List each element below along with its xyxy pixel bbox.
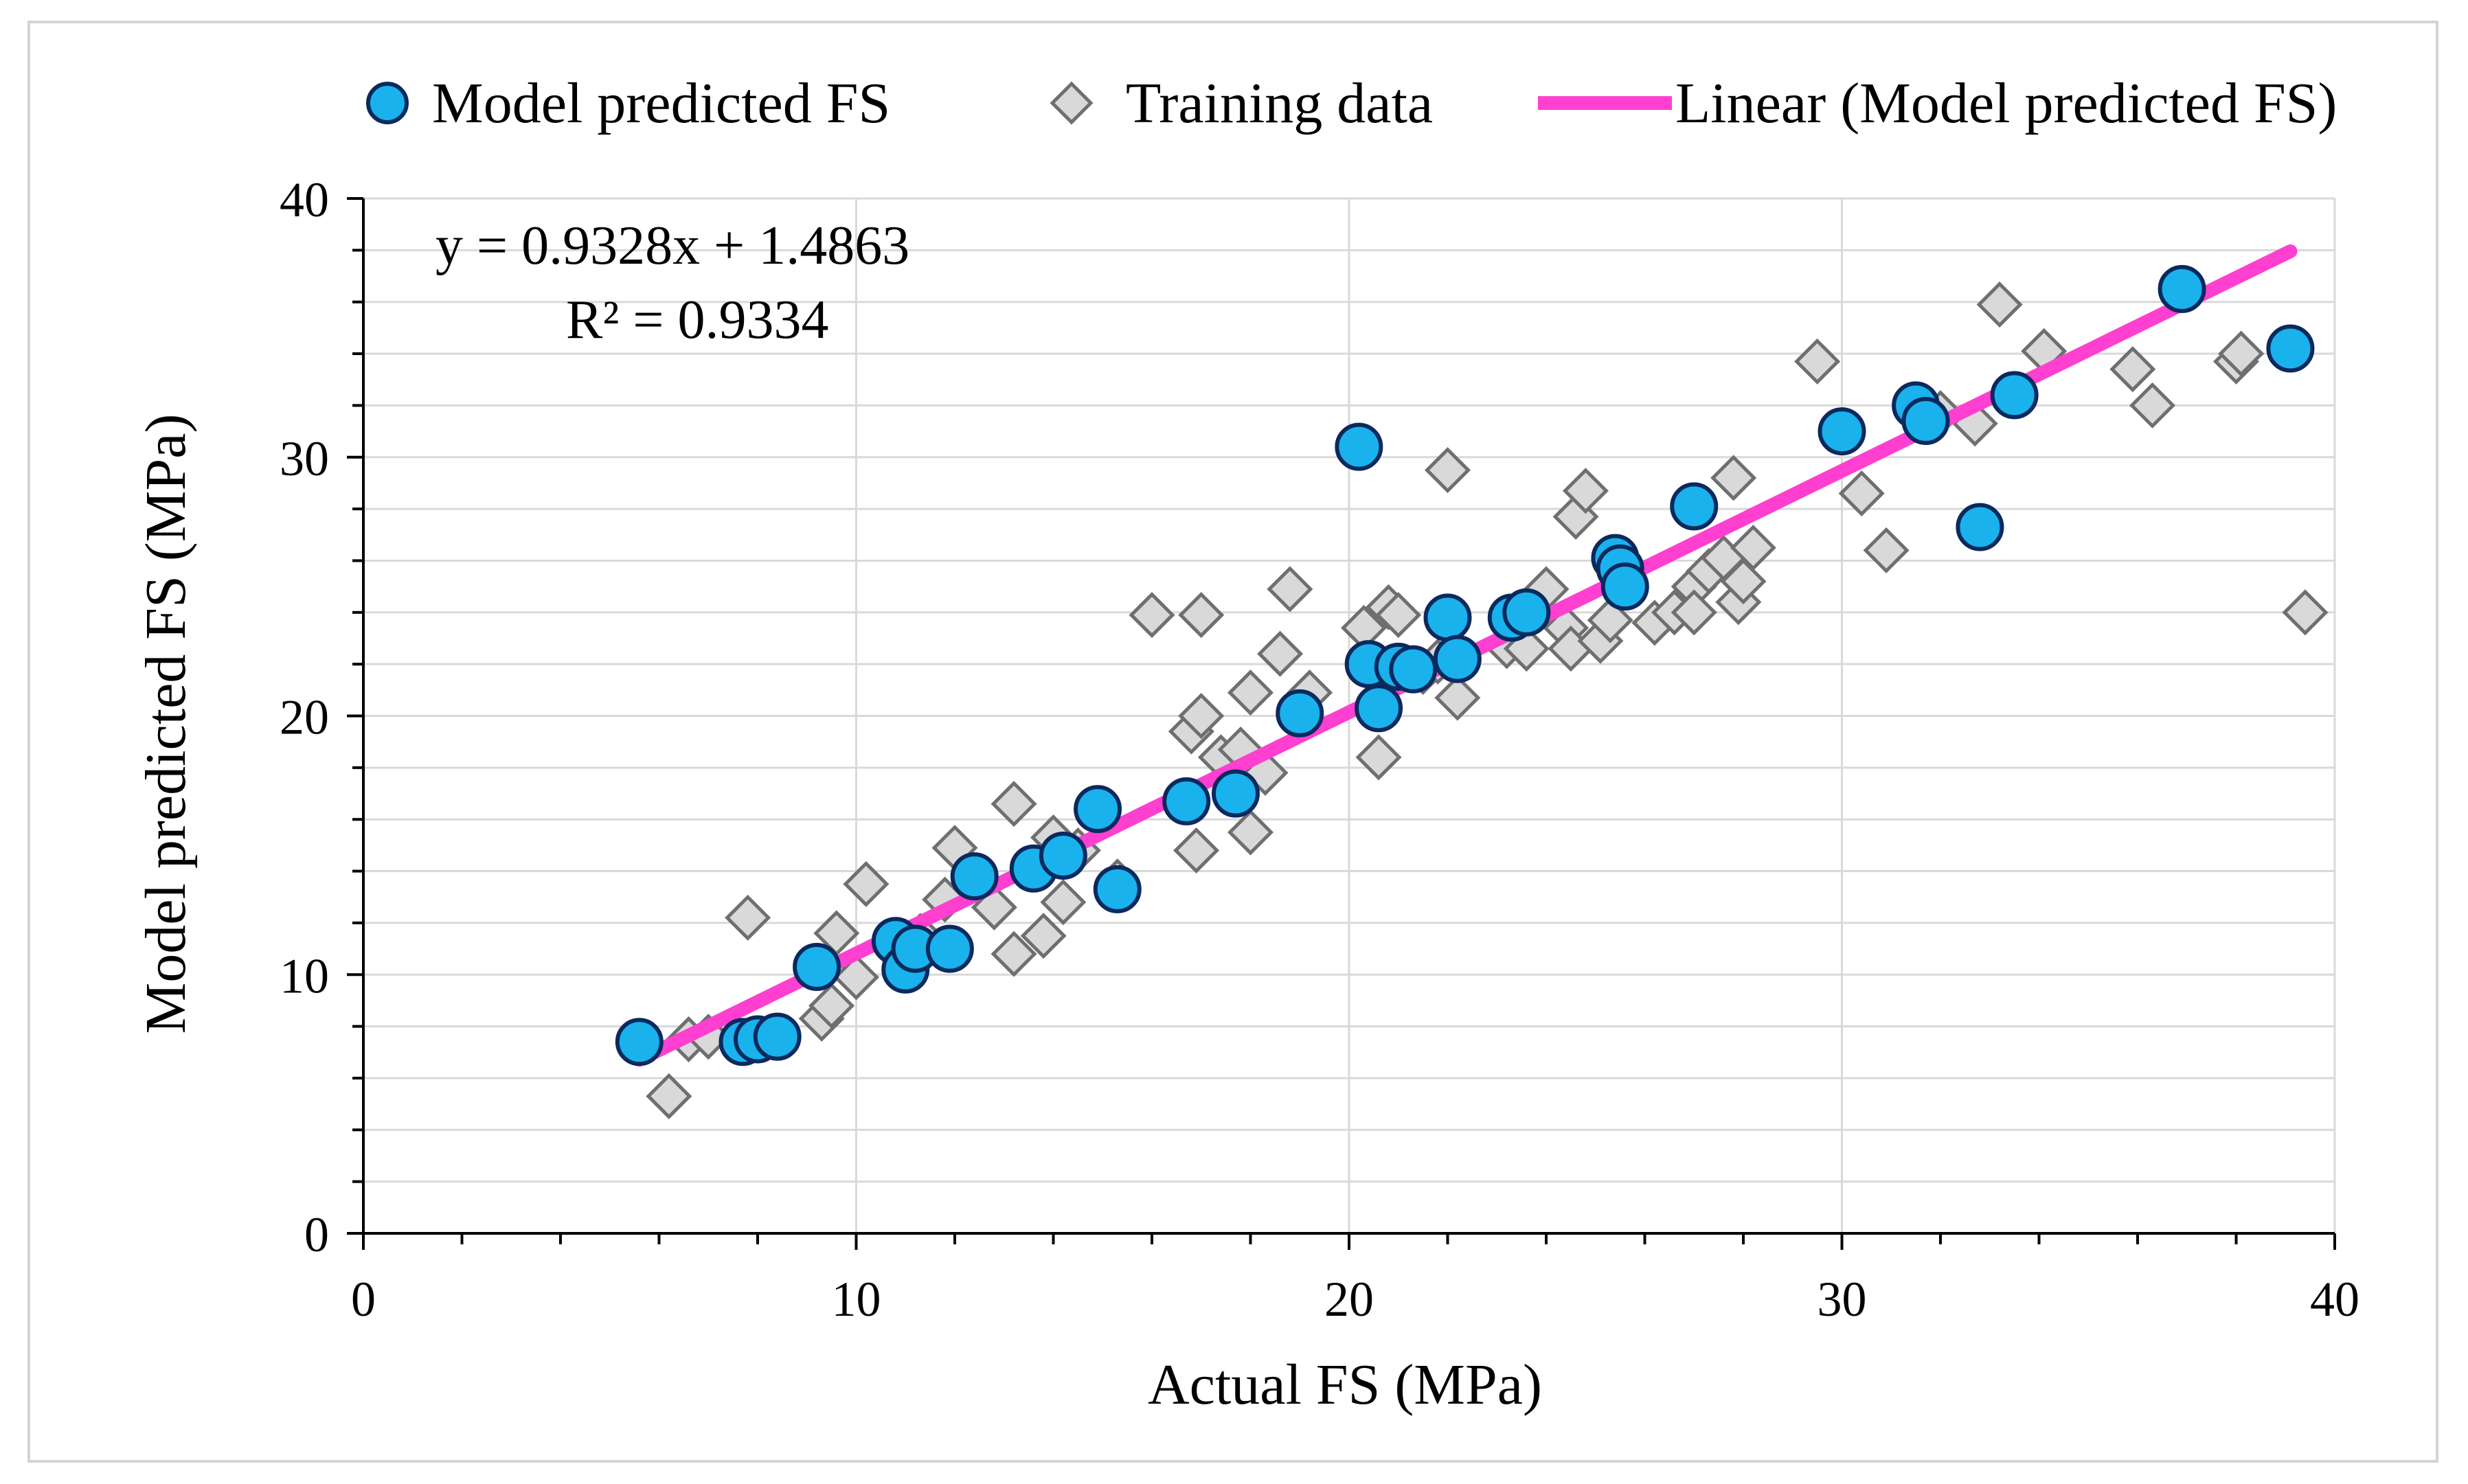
training-data-point <box>1227 670 1274 716</box>
model-predicted-point <box>1901 397 1950 446</box>
training-data-point <box>1040 879 1087 926</box>
training-data-point <box>1671 589 1717 636</box>
scatter-chart: 0 10 20 30 40 0 10 20 30 40 Actual FS (MPa) Model… <box>134 71 2359 1417</box>
training-data-point <box>1227 809 1274 856</box>
training-data-point <box>1730 525 1776 571</box>
model-predicted-point <box>1502 588 1551 637</box>
y-tick-label: 30 <box>280 431 329 486</box>
legend-label-model-predicted: Model predicted FS <box>432 71 890 135</box>
training-data-point <box>1562 468 1609 514</box>
training-data-point <box>1720 558 1767 605</box>
model-predicted-point <box>1956 503 2004 551</box>
y-axis-label: Model predicted FS (MPa) <box>134 414 198 1034</box>
model-predicted-point <box>925 924 974 973</box>
training-data-point <box>808 982 855 1029</box>
training-data-point <box>990 931 1037 977</box>
model-predicted-point <box>793 942 841 991</box>
y-tick-label: 10 <box>280 948 329 1003</box>
model-predicted-point <box>1211 769 1260 818</box>
model-predicted-point <box>615 1018 664 1066</box>
training-data-point <box>725 894 771 941</box>
training-data-point <box>2109 346 2156 393</box>
training-data-point <box>1838 470 1885 517</box>
model-predicted-point <box>1355 684 1403 733</box>
x-tick-label: 40 <box>2310 1272 2359 1327</box>
training-data-point <box>1375 592 1422 639</box>
model-predicted-point <box>1093 865 1142 913</box>
model-predicted-point <box>1818 407 1866 456</box>
equation-label: y = 0.9328x + 1.4863 <box>435 216 909 276</box>
model-predicted-point <box>1276 689 1324 738</box>
training-data-point <box>1355 734 1402 781</box>
training-data-point <box>2218 330 2265 377</box>
model-predicted-point <box>753 1012 802 1061</box>
training-data-point <box>2282 589 2329 636</box>
model-predicted-point <box>1389 645 1438 694</box>
axes <box>347 197 2336 1250</box>
model-predicted-point <box>2158 264 2206 313</box>
training-data-point <box>1178 692 1225 740</box>
legend-circle-marker <box>366 82 409 124</box>
legend-label-linear: Linear (Model predicted FS) <box>1675 71 2337 135</box>
chart-frame: 0 10 20 30 40 0 10 20 30 40 Actual FS (MPa) Model… <box>27 21 2438 1463</box>
x-tick-label: 30 <box>1818 1272 1867 1327</box>
training-data-point <box>1863 527 1910 573</box>
legend: Model predicted FS Training data Linear … <box>366 71 2337 135</box>
legend-label-training-data: Training data <box>1126 71 1433 135</box>
x-tick-label: 0 <box>351 1272 376 1327</box>
training-data-point <box>990 781 1037 827</box>
training-data-point <box>1267 566 1313 613</box>
training-data-point <box>1710 455 1757 501</box>
training-data-point <box>1129 592 1175 639</box>
x-axis-label: Actual FS (MPa) <box>1148 1353 1542 1417</box>
model-predicted-series <box>615 264 2315 1066</box>
x-tick-label: 10 <box>832 1272 881 1327</box>
tick-labels: 0 10 20 30 40 0 10 20 30 40 <box>280 172 2359 1327</box>
model-predicted-point <box>1335 422 1383 471</box>
training-data-point <box>833 954 880 1001</box>
training-data-point <box>1976 281 2023 328</box>
r-squared-label: R² = 0.9334 <box>566 290 828 350</box>
model-predicted-point <box>950 852 999 901</box>
model-predicted-point <box>2266 324 2315 373</box>
grid-lines <box>363 197 2336 1233</box>
model-predicted-point <box>1039 831 1087 880</box>
training-data-point <box>646 1073 692 1119</box>
training-data-point <box>1020 913 1067 959</box>
model-predicted-point <box>1433 635 1482 683</box>
x-tick-label: 20 <box>1324 1272 1374 1327</box>
training-data-point <box>1794 338 1841 385</box>
training-data-point <box>843 860 890 907</box>
training-data-point <box>1257 630 1304 677</box>
training-data-point <box>1424 447 1471 494</box>
model-predicted-point <box>1600 562 1649 611</box>
model-predicted-point <box>1162 777 1211 825</box>
model-predicted-point <box>1990 371 2039 420</box>
y-tick-label: 20 <box>280 690 329 745</box>
model-predicted-point <box>1074 785 1122 834</box>
y-tick-label: 40 <box>280 172 329 227</box>
model-predicted-point <box>1670 482 1719 531</box>
training-data-point <box>1173 827 1220 874</box>
legend-diamond-marker <box>1050 81 1094 125</box>
training-data-point <box>1434 674 1481 721</box>
model-predicted-point <box>1423 593 1472 642</box>
training-data-point <box>1178 592 1225 639</box>
training-data-point <box>2129 382 2176 429</box>
y-tick-label: 0 <box>304 1207 329 1262</box>
